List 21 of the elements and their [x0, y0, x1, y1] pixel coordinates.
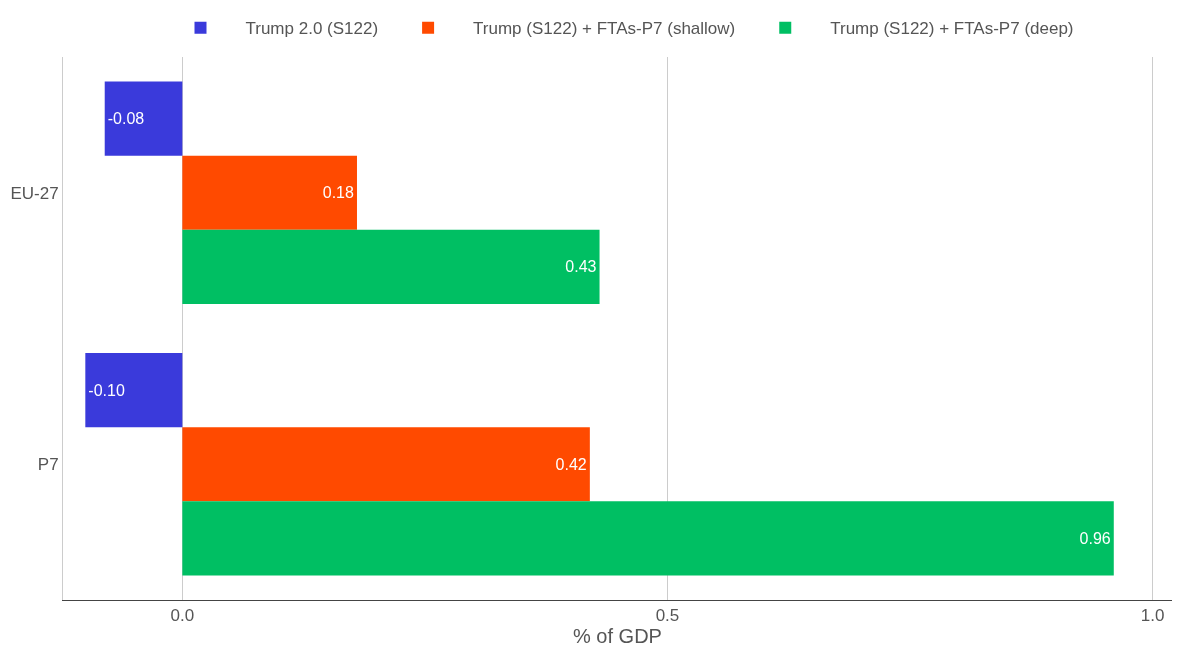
y-tick-label: P7 — [37, 455, 59, 475]
data-label: 0.18 — [322, 184, 354, 202]
bar — [85, 352, 183, 428]
x-axis-title: % of GDP — [573, 625, 662, 648]
data-label: 0.42 — [555, 455, 587, 473]
x-tick-label: 0.0 — [170, 606, 195, 626]
bar — [182, 155, 357, 230]
x-tick-label: 0.5 — [655, 606, 680, 626]
bar — [182, 501, 1114, 576]
data-label: 0.96 — [1079, 529, 1111, 547]
y-tick-label: EU-27 — [10, 183, 59, 203]
bar — [182, 427, 590, 502]
legend-label: Trump (S122) + FTAs-P7 (deep) — [830, 19, 1074, 39]
bar — [104, 81, 183, 156]
legend-label: Trump 2.0 (S122) — [245, 19, 379, 39]
legend-label: Trump (S122) + FTAs-P7 (shallow) — [473, 19, 736, 39]
bar — [182, 229, 600, 305]
data-label: 0.43 — [565, 258, 597, 276]
data-label: -0.08 — [107, 110, 145, 128]
x-tick-label: 1.0 — [1140, 606, 1165, 626]
data-label: -0.10 — [88, 381, 125, 399]
